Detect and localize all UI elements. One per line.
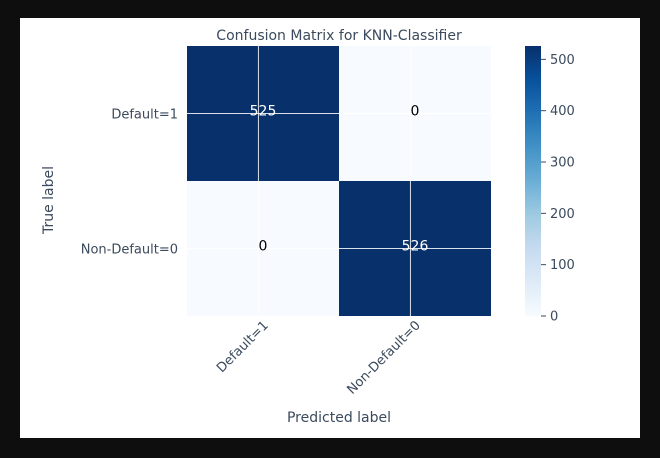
y-tick-label: Non-Default=0 — [81, 243, 178, 258]
figure-frame: Confusion Matrix for KNN-Classifier 525 0… — [20, 18, 640, 438]
x-tick-label: Non-Default=0 — [344, 318, 423, 397]
chart-title: Confusion Matrix for KNN-Classifier — [216, 28, 462, 44]
gridlines — [187, 46, 491, 316]
colorbar-tick-label: 200 — [550, 207, 575, 222]
colorbar-tick-label: 400 — [550, 104, 575, 119]
cell-value-label: 525 — [250, 104, 277, 120]
x-axis-label: Predicted label — [287, 410, 391, 426]
cell-value-label: 0 — [259, 239, 268, 255]
colorbar-tick-label: 500 — [550, 53, 575, 68]
y-tick-labels: Default=1 Non-Default=0 — [81, 108, 178, 258]
colorbar-tick-label: 100 — [550, 258, 575, 273]
matrix-cells — [187, 46, 491, 316]
colorbar-tick-label: 0 — [550, 310, 558, 325]
x-tick-label: Default=1 — [214, 318, 272, 376]
y-axis-label: True label — [41, 166, 57, 235]
cell-value-labels: 525 0 0 526 — [250, 104, 429, 255]
confusion-matrix-chart: Confusion Matrix for KNN-Classifier 525 0… — [41, 28, 575, 426]
cell-value-label: 526 — [402, 239, 429, 255]
colorbar: 0 100 200 300 400 500 — [525, 46, 575, 325]
colorbar-ticks: 0 100 200 300 400 500 — [541, 53, 575, 325]
x-tick-labels: Default=1 Non-Default=0 — [214, 318, 424, 397]
y-tick-label: Default=1 — [111, 108, 178, 123]
cell-value-label: 0 — [411, 104, 420, 120]
colorbar-tick-label: 300 — [550, 156, 575, 171]
colorbar-gradient — [525, 46, 541, 316]
